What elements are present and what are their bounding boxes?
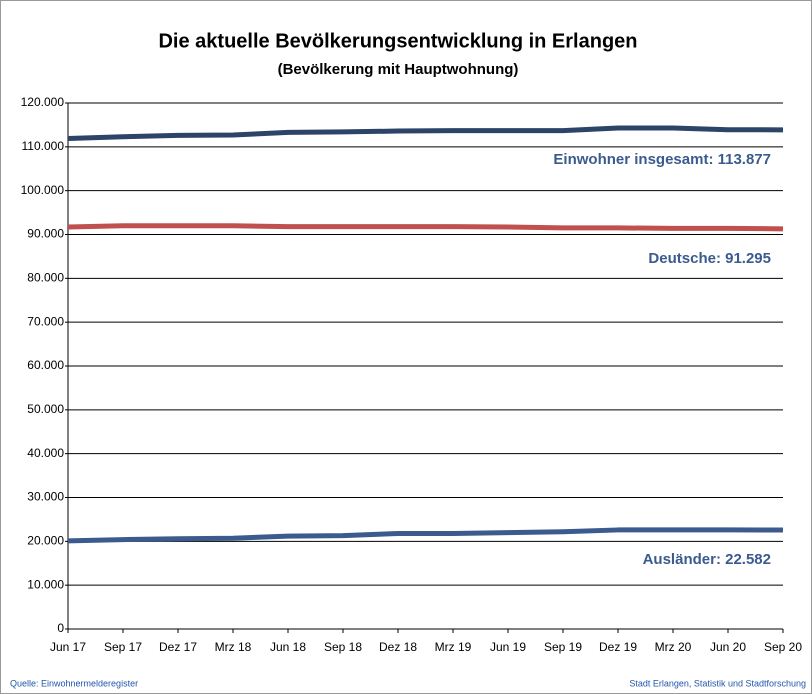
x-tick-label: Dez 18 [379, 640, 417, 654]
x-tick-label: Sep 17 [104, 640, 142, 654]
series-line [67, 223, 784, 232]
y-tick-label: 30.000 [27, 490, 64, 504]
source: Quelle: Einwohnermelderegister [10, 678, 138, 688]
y-tick-label: 0 [57, 621, 64, 635]
x-tick-label: Mrz 19 [435, 640, 472, 654]
y-tick-label: 10.000 [27, 577, 64, 591]
y-tick-label: 110.000 [22, 139, 65, 153]
y-tick-label: 40.000 [27, 446, 64, 460]
x-tick-label: Sep 20 [764, 640, 802, 654]
x-tick-label: Dez 17 [159, 640, 197, 654]
x-tick-label: Dez 19 [599, 640, 637, 654]
x-tick-label: Sep 19 [544, 640, 582, 654]
annotation: Deutsche: 91.295 [648, 250, 771, 267]
annotation: Einwohner insgesamt: 113.877 [553, 151, 771, 168]
y-tick-label: 70.000 [27, 314, 64, 328]
x-tick-label: Jun 20 [710, 640, 746, 654]
x-tick-label: Jun 18 [270, 640, 306, 654]
y-tick-label: 20.000 [27, 534, 64, 548]
y-tick-label: 60.000 [27, 358, 64, 372]
annotation: Ausländer: 22.582 [643, 551, 771, 568]
series-line [67, 125, 784, 142]
y-tick-label: 100.000 [21, 183, 65, 197]
credit: Stadt Erlangen, Statistik und Stadtforsc… [629, 678, 806, 688]
chart-title: Die aktuelle Bevölkerungsentwicklung in … [158, 30, 637, 52]
chart-subtitle: (Bevölkerung mit Hauptwohnung) [278, 61, 519, 78]
y-tick-label: 80.000 [27, 271, 64, 285]
x-tick-label: Mrz 18 [215, 640, 252, 654]
x-tick-label: Mrz 20 [655, 640, 692, 654]
x-tick-label: Jun 19 [490, 640, 526, 654]
x-tick-label: Jun 17 [50, 640, 86, 654]
y-tick-label: 120.000 [21, 95, 65, 109]
series-line [67, 527, 784, 544]
y-tick-label: 50.000 [27, 402, 64, 416]
x-tick-label: Sep 18 [324, 640, 362, 654]
y-tick-label: 90.000 [27, 227, 64, 241]
